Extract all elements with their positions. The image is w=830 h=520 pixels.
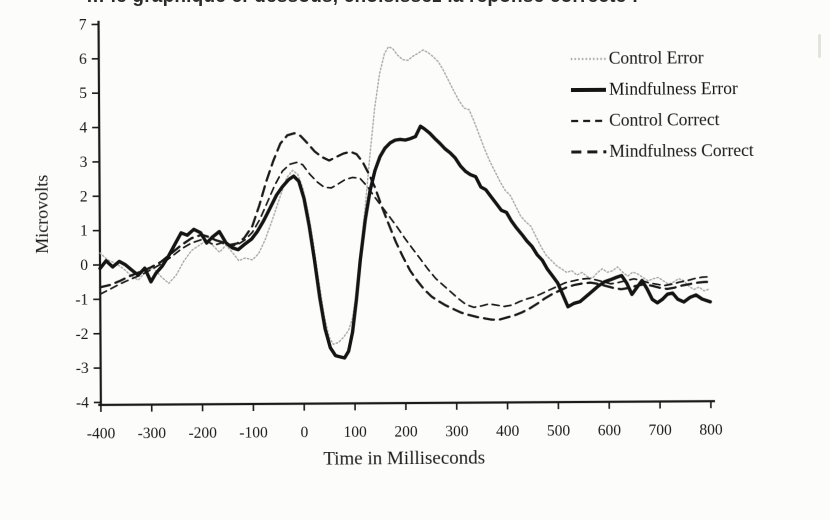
- legend-label: Control Correct: [609, 109, 720, 130]
- y-tick-label: 1: [80, 223, 88, 240]
- x-tick-label: 700: [649, 422, 673, 439]
- y-tick-label: 4: [79, 120, 87, 137]
- x-tick-label: 800: [699, 422, 723, 439]
- x-tick-label: 600: [598, 422, 622, 439]
- x-tick-label: 300: [445, 423, 469, 440]
- legend-label: Control Error: [608, 47, 704, 68]
- scan-artifact: [818, 34, 821, 58]
- cropped-question-line: … le graphique ci-dessous, choisissez la…: [86, 0, 806, 8]
- legend: Control Error Mindfulness Error Control Co…: [570, 42, 754, 167]
- x-tick-label: 200: [394, 423, 418, 440]
- series-line-control-correct: [99, 161, 711, 309]
- y-tick-label: 7: [79, 17, 87, 34]
- tick-labels: 7 6 5 4 3 2 1 0 -1 -2 -3 -4 -400 -300 -200 -100 0 100 200 3…: [75, 17, 723, 443]
- legend-item-mindfulness-correct: Mindfulness Correct: [570, 135, 754, 167]
- series-line-mindfulness-error: [98, 124, 712, 360]
- legend-marker-mindfulness-error-icon: [570, 87, 606, 92]
- x-tick-label: -300: [138, 425, 167, 442]
- x-tick-label: 500: [547, 423, 571, 440]
- x-tick-label: -400: [87, 425, 116, 442]
- series-line-control-error: [99, 46, 711, 346]
- x-tick-label: -100: [239, 424, 268, 441]
- y-tick-label: -3: [76, 360, 89, 377]
- x-axis-title: Time in Milliseconds: [323, 447, 486, 470]
- series-line-mindfulness-correct: [99, 132, 712, 321]
- legend-item-control-error: Control Error: [570, 42, 754, 74]
- y-tick-label: 3: [80, 154, 88, 171]
- legend-marker-mindfulness-correct-icon: [571, 149, 607, 153]
- legend-label: Mindfulness Error: [608, 78, 738, 99]
- y-axis-line: [97, 20, 102, 407]
- legend-marker-control-correct-icon: [571, 119, 607, 122]
- legend-item-mindfulness-error: Mindfulness Error: [570, 73, 754, 105]
- y-tick-label: -2: [75, 326, 88, 343]
- x-tick-label: 0: [300, 424, 308, 441]
- y-tick-label: 5: [79, 85, 87, 102]
- legend-item-control-correct: Control Correct: [570, 104, 754, 136]
- y-tick-label: 0: [80, 257, 88, 274]
- y-tick-label: -1: [75, 291, 88, 308]
- tick-marks: [91, 23, 712, 412]
- y-tick-label: -4: [76, 394, 89, 411]
- y-tick-label: 6: [79, 51, 87, 68]
- x-tick-label: 400: [496, 423, 520, 440]
- legend-marker-control-error-icon: [570, 57, 606, 60]
- y-tick-label: 2: [80, 188, 88, 205]
- legend-label: Mindfulness Correct: [609, 139, 754, 161]
- x-tick-label: 100: [344, 424, 368, 441]
- x-tick-label: -200: [188, 425, 217, 442]
- question-text: … le graphique ci-dessous, choisissez la…: [86, 0, 806, 8]
- y-axis-title: Microvolts: [31, 174, 52, 254]
